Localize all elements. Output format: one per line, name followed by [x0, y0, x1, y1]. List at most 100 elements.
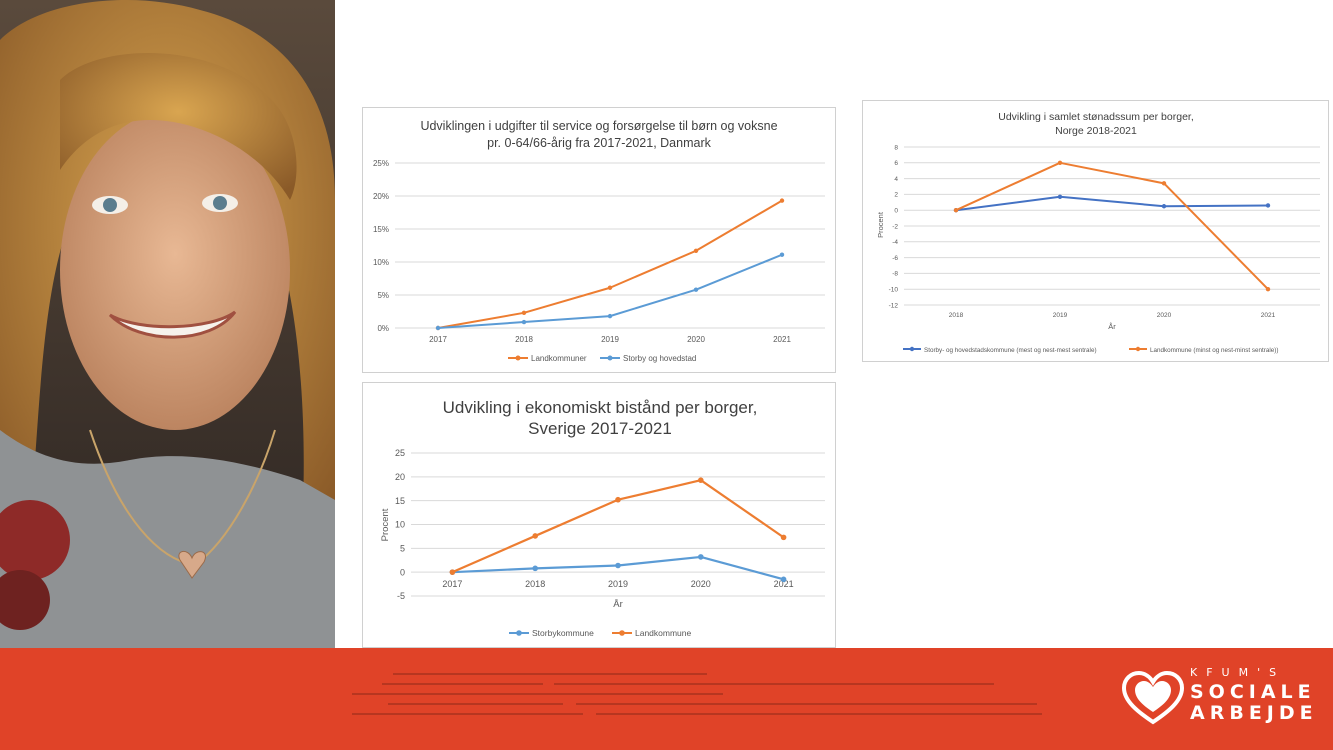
- data-point: [607, 313, 613, 319]
- data-point: [1161, 181, 1167, 186]
- data-point: [449, 569, 456, 575]
- y-tick-label: 20: [395, 472, 405, 482]
- y-tick-label: 20%: [373, 192, 389, 201]
- data-point: [532, 565, 538, 572]
- chart-1-svg: Udviklingen i udgifter til service og fo…: [373, 119, 825, 363]
- logo-line-3: ARBEJDE: [1190, 702, 1318, 724]
- data-point: [1265, 287, 1271, 292]
- chart-3-y-axis-title: Procent: [380, 508, 391, 541]
- portrait-photo: [0, 0, 335, 648]
- y-tick-label: 0: [894, 207, 898, 214]
- legend-label-landkommune: Landkommune (minst og nest-minst sentral…: [1150, 347, 1278, 354]
- data-point: [693, 248, 699, 253]
- x-tick-label: 2019: [1053, 312, 1068, 319]
- data-point: [521, 310, 527, 316]
- y-tick-label: 25%: [373, 159, 389, 168]
- data-point: [698, 554, 704, 560]
- chart-1-legend: Landkommuner Storby og hovedstad: [508, 354, 696, 363]
- y-tick-label: 10: [395, 520, 405, 530]
- y-tick-label: 10%: [373, 258, 389, 267]
- data-point: [779, 252, 785, 257]
- series-line-1: [451, 479, 785, 574]
- sweden-assistance-chart: Udvikling i ekonomiskt bistånd per borge…: [362, 382, 836, 648]
- y-tick-label: -10: [889, 286, 899, 293]
- chart-2-y-axis-title: Procent: [876, 211, 885, 238]
- y-tick-label: 15: [395, 496, 405, 506]
- footer-decorative-lines: [352, 673, 1042, 715]
- y-tick-label: 0%: [377, 324, 389, 333]
- y-tick-label: 4: [894, 176, 898, 183]
- legend-marker-storbykommune: [516, 630, 522, 636]
- footer-bar: [0, 648, 1333, 750]
- chart-3-title-line-2: Sverige 2017-2021: [528, 419, 672, 438]
- legend-label-storby-hovedstad: Storby- og hovedstadskommune (mest og ne…: [924, 347, 1097, 354]
- data-point: [693, 287, 699, 292]
- x-tick-label: 2018: [949, 312, 964, 319]
- y-tick-label: 5%: [377, 291, 389, 300]
- data-point: [953, 208, 959, 213]
- series-line-1: [955, 161, 1269, 290]
- x-tick-label: 2019: [608, 579, 628, 589]
- data-point: [615, 496, 621, 503]
- legend-marker-storby-hovedstad: [909, 346, 915, 352]
- y-tick-label: 8: [894, 144, 898, 151]
- norway-benefits-chart: Udvikling i samlet stønadssum per borger…: [862, 100, 1329, 362]
- chart-2-x-axis-title: År: [1108, 322, 1116, 331]
- x-tick-label: 2019: [601, 335, 619, 344]
- x-tick-label: 2018: [525, 579, 545, 589]
- y-tick-label: -4: [892, 239, 898, 246]
- chart-1-title-line-1: Udviklingen i udgifter til service og fo…: [420, 119, 777, 133]
- logo-line-2: SOCIALE: [1190, 681, 1316, 703]
- chart-3-x-axis-title: År: [613, 599, 623, 610]
- chart-3-legend: Storbykommune Landkommune: [509, 628, 692, 638]
- data-point: [532, 533, 538, 539]
- chart-3-svg: Udvikling i ekonomiskt bistånd per borge…: [380, 398, 825, 638]
- chart-2-svg: Udvikling i samlet stønadssum per borger…: [876, 111, 1320, 354]
- y-tick-label: -6: [892, 255, 898, 262]
- data-point: [521, 319, 527, 325]
- y-tick-label: 15%: [373, 225, 389, 234]
- legend-marker-landkommune-se: [619, 630, 625, 636]
- x-tick-label: 2021: [1261, 312, 1276, 319]
- series-line-0: [955, 195, 1269, 212]
- brand-logo-text: KFUM'S SOCIALE ARBEJDE: [1190, 667, 1318, 723]
- y-tick-label: 25: [395, 448, 405, 458]
- legend-label-storbykommune: Storbykommune: [532, 628, 594, 638]
- data-point: [615, 562, 621, 569]
- legend-label-landkommuner: Landkommuner: [531, 354, 587, 363]
- chart-3-title-line-1: Udvikling i ekonomiskt bistånd per borge…: [443, 398, 758, 417]
- chart-2-title-line-1: Udvikling i samlet stønadssum per borger…: [998, 111, 1194, 123]
- chart-2-title-line-2: Norge 2018-2021: [1055, 125, 1137, 137]
- legend-marker-storby: [607, 355, 613, 361]
- denmark-expenses-chart: Udviklingen i udgifter til service og fo…: [362, 107, 836, 373]
- y-tick-label: 6: [894, 160, 898, 167]
- data-point: [1057, 160, 1063, 165]
- series-line-0: [437, 199, 783, 329]
- y-tick-label: -5: [397, 591, 405, 601]
- data-point: [698, 477, 704, 483]
- x-tick-label: 2021: [774, 579, 794, 589]
- x-tick-label: 2017: [442, 579, 462, 589]
- y-tick-label: 0: [400, 567, 405, 577]
- data-point: [607, 285, 613, 290]
- data-point: [779, 198, 785, 203]
- legend-marker-landkommune: [1135, 346, 1141, 352]
- data-point: [780, 576, 787, 583]
- x-tick-label: 2021: [773, 335, 791, 344]
- x-tick-label: 2020: [1157, 312, 1172, 319]
- y-tick-label: -12: [889, 302, 899, 309]
- logo-line-1: KFUM'S: [1190, 666, 1286, 679]
- y-tick-label: 5: [400, 543, 405, 553]
- y-tick-label: -2: [892, 223, 898, 230]
- y-tick-label: -8: [892, 271, 898, 278]
- x-tick-label: 2020: [691, 579, 711, 589]
- data-point: [1161, 204, 1167, 209]
- chart-2-legend: Storby- og hovedstadskommune (mest og ne…: [903, 346, 1278, 354]
- data-point: [435, 325, 441, 331]
- x-tick-label: 2018: [515, 335, 533, 344]
- legend-marker-landkommuner: [515, 355, 521, 361]
- x-tick-label: 2017: [429, 335, 447, 344]
- x-tick-label: 2020: [687, 335, 705, 344]
- data-point: [1057, 194, 1063, 199]
- legend-label-storby: Storby og hovedstad: [623, 354, 696, 363]
